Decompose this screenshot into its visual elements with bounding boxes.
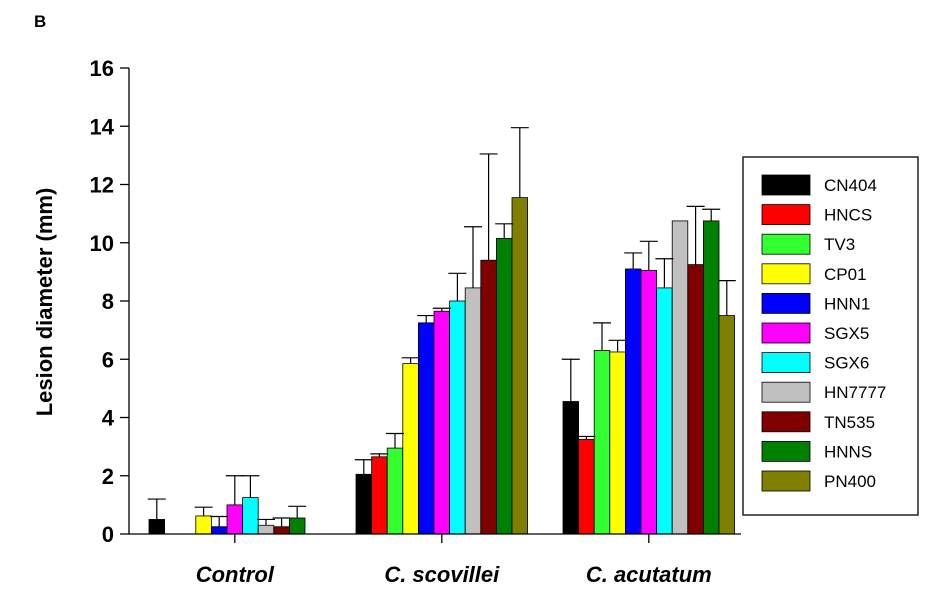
legend-swatch-hnn1	[761, 292, 811, 314]
bar-sgx6	[449, 300, 466, 535]
bar-cn404	[562, 401, 580, 535]
legend-label-hnns: HNNS	[824, 442, 872, 461]
bar-tv3	[593, 350, 611, 535]
bar-cn404	[355, 473, 373, 535]
legend-label-hncs: HNCS	[824, 206, 872, 225]
legend-swatch-pn400	[761, 470, 811, 492]
legend-label-tn535: TN535	[824, 413, 875, 432]
bar-sgx5	[433, 310, 451, 535]
legend-label-cn404: CN404	[824, 176, 877, 195]
y-tick-label: 10	[90, 231, 114, 256]
bars	[148, 197, 736, 535]
legend-swatch-hn7777	[761, 381, 811, 403]
legend-label-hnn1: HNN1	[824, 294, 870, 313]
bar-sgx6	[242, 497, 259, 535]
legend-swatch-hnns	[761, 440, 811, 462]
bar-hnns	[703, 220, 720, 535]
bar-cp01	[609, 351, 626, 535]
axes: 0 2 4 6 8 10 12 14 16 Control C. scovillei C. acuta…	[90, 56, 741, 587]
bar-hncs	[371, 456, 388, 535]
error-bars	[147, 127, 736, 527]
y-axis-title: Lesion diameter (mm)	[32, 188, 57, 417]
bar-cp01	[402, 363, 419, 535]
y-tick-label: 14	[90, 114, 115, 139]
legend-swatch-tv3	[761, 233, 811, 255]
legend-swatch-cp01	[761, 263, 811, 285]
legend-swatch-tn535	[761, 411, 811, 433]
legend-label-sgx6: SGX6	[824, 354, 869, 373]
bar-hn7777	[464, 287, 482, 535]
legend-swatch-hncs	[761, 204, 811, 226]
bar-cn404	[148, 519, 166, 535]
x-category-label: C. acutatum	[586, 562, 712, 587]
bar-pn400	[511, 197, 529, 535]
bar-cp01	[195, 515, 212, 535]
x-category-label: C. scovillei	[384, 562, 500, 587]
bar-hnn1	[417, 322, 435, 535]
y-tick-label: 12	[90, 173, 114, 198]
bar-sgx5	[640, 270, 658, 535]
bar-sgx6	[656, 287, 673, 535]
legend-label-hn7777: HN7777	[824, 383, 886, 402]
legend-label-pn400: PN400	[824, 472, 876, 491]
bar-hnn1	[625, 268, 642, 535]
bar-tn535	[480, 259, 497, 535]
bar-tn535	[273, 526, 290, 535]
bar-tn535	[687, 264, 704, 535]
y-tick-label: 16	[90, 56, 114, 81]
legend-label-tv3: TV3	[824, 235, 855, 254]
bar-sgx5	[226, 504, 244, 535]
bar-tv3	[386, 447, 404, 535]
bar-hncs	[578, 438, 595, 535]
legend: CN404 HNCS TV3 CP01 HNN1 SGX5 SGX6 HN7777 TN535 H…	[742, 156, 919, 516]
bar-hn7777	[671, 220, 689, 535]
legend-swatch-sgx5	[761, 322, 811, 344]
y-tick-label: 8	[102, 289, 114, 314]
legend-label-cp01: CP01	[824, 265, 867, 284]
y-tick-label: 2	[102, 464, 114, 489]
legend-label-sgx5: SGX5	[824, 324, 869, 343]
bar-hnns	[495, 237, 513, 535]
legend-swatch-cn404	[761, 174, 811, 196]
y-tick-label: 4	[102, 406, 115, 431]
bar-hnn1	[210, 526, 228, 535]
y-tick-label: 0	[102, 522, 114, 547]
bar-hn7777	[257, 524, 275, 535]
y-tick-label: 6	[102, 347, 114, 372]
legend-swatch-sgx6	[761, 352, 811, 374]
panel-letter: B	[34, 12, 47, 31]
bar-pn400	[718, 315, 736, 535]
x-category-label: Control	[196, 562, 275, 587]
bar-hnns	[288, 517, 306, 535]
